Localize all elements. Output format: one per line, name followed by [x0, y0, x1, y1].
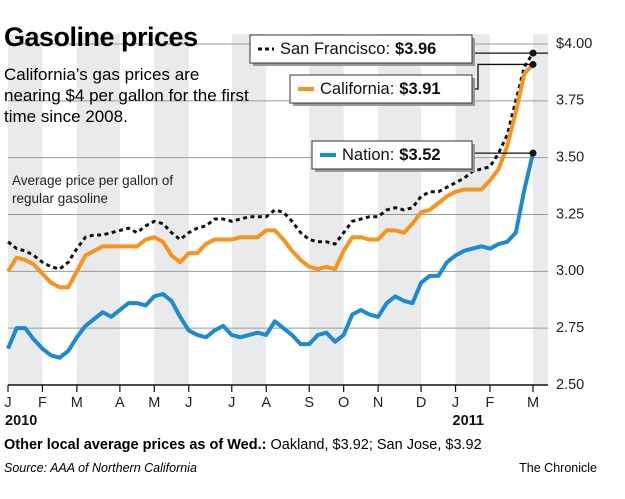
month-stripe	[154, 34, 189, 385]
month-stripe	[231, 34, 267, 385]
y-tick-label: 3.25	[556, 206, 584, 222]
footnote-bold: Other local average prices as of Wed.:	[4, 437, 267, 453]
x-tick-label: M	[71, 395, 83, 411]
x-tick-label: J	[185, 395, 192, 411]
series-line	[7, 52, 535, 271]
legend-value: $3.52	[399, 146, 440, 164]
y-tick-label: 3.50	[556, 149, 584, 165]
y-tick-label: 2.75	[556, 320, 584, 336]
end-dot	[529, 49, 537, 57]
legend-box	[289, 74, 473, 104]
credit: The Chronicle	[519, 461, 597, 475]
y-tick-label: 2.50	[556, 377, 584, 393]
month-stripe	[533, 34, 548, 385]
footnote: Other local average prices as of Wed.: O…	[4, 437, 482, 453]
x-tick-label: J	[452, 395, 459, 411]
y-tick-label: 3.00	[556, 263, 584, 279]
chart-title: Gasoline prices	[4, 22, 198, 52]
y-tick-label: 3.75	[556, 93, 584, 109]
legend-name: San Francisco:	[280, 40, 390, 58]
source: Source: AAA of Northern California	[4, 461, 197, 475]
x-tick-label: F	[486, 395, 495, 411]
x-tick-label: F	[38, 395, 47, 411]
legend-box	[249, 34, 473, 64]
legend-box	[311, 140, 473, 170]
chart-subtitle: California’s gas prices are nearing $4 p…	[4, 65, 249, 126]
x-tick-label: N	[373, 395, 383, 411]
x-tick-label: A	[115, 395, 125, 411]
legend-label: Nation: $3.52	[342, 146, 441, 164]
x-tick-label: J	[228, 395, 235, 411]
x-year-label: 2011	[453, 413, 484, 429]
x-tick-label: S	[304, 395, 314, 411]
x-tick-label: O	[338, 395, 349, 411]
x-tick-label: M	[527, 395, 539, 411]
x-tick-label: A	[261, 395, 271, 411]
legend-value: $3.96	[395, 40, 436, 58]
annotation: Average price per gallon of regular gaso…	[12, 173, 174, 206]
footnote-text: Oakland, $3.92; San Jose, $3.92	[266, 437, 482, 453]
x-tick-label: D	[416, 395, 426, 411]
legend-name: California:	[320, 80, 394, 98]
end-dot	[529, 149, 537, 157]
x-tick-label: M	[148, 395, 160, 411]
series-line	[6, 152, 535, 360]
legend-label: California: $3.91	[320, 80, 441, 98]
legend-value: $3.91	[399, 80, 440, 98]
legend-name: Nation:	[342, 146, 394, 164]
legend-label: San Francisco: $3.96	[280, 40, 436, 58]
series-line	[6, 63, 535, 290]
end-dot	[529, 60, 537, 68]
x-tick-label: J	[4, 395, 11, 411]
y-tick-label: $4.00	[556, 36, 592, 52]
x-year-label: 2010	[5, 413, 37, 429]
